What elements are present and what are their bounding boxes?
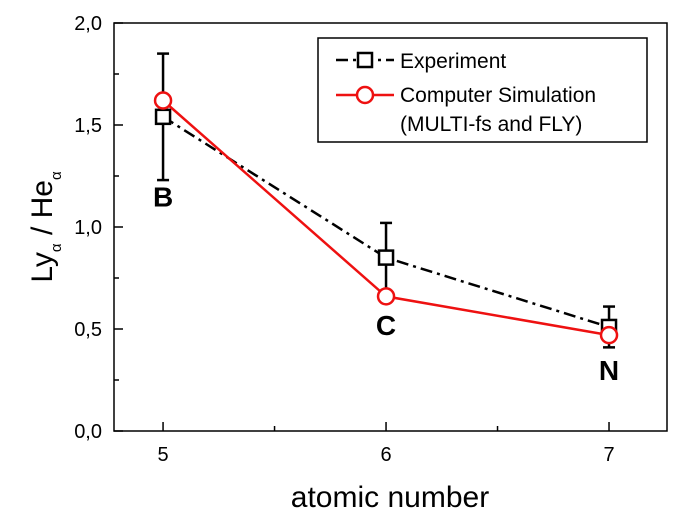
series-line-0	[162, 115, 610, 329]
x-axis-title: atomic number	[291, 481, 489, 514]
annotation-label: B	[153, 182, 173, 213]
x-tick-label: 7	[603, 444, 614, 466]
legend: Experiment Computer Simulation (MULTI-fs…	[317, 37, 648, 143]
legend-label-experiment: Experiment	[400, 50, 506, 73]
annotation-label: N	[599, 355, 619, 386]
y-tick-label: 2,0	[74, 13, 102, 35]
data-point-circle	[153, 91, 173, 110]
y-axis-title: Lyα / Heα	[26, 171, 65, 283]
data-point-circle	[376, 287, 396, 306]
data-point-square	[154, 108, 172, 126]
y-tick-label: 0,5	[74, 319, 102, 341]
legend-label-simulation-note: (MULTI-fs and FLY)	[400, 113, 582, 136]
annotations: B C N	[153, 182, 619, 386]
series-layer	[153, 52, 619, 349]
y-tick-label: 0,0	[74, 421, 102, 443]
data-point-square	[377, 249, 395, 266]
data-point-circle	[599, 325, 619, 345]
x-tick-label: 5	[157, 444, 168, 466]
y-tick-label: 1,5	[74, 115, 102, 137]
x-tick-label: 6	[380, 444, 391, 466]
axes: 0,0 0,5 1,0 1,5 2,0 5 6 7	[74, 13, 614, 466]
y-tick-label: 1,0	[74, 217, 102, 239]
annotation-label: C	[376, 310, 396, 341]
legend-marker-simulation	[355, 85, 375, 105]
legend-marker-experiment	[356, 51, 374, 69]
legend-label-simulation: Computer Simulation	[400, 84, 596, 107]
